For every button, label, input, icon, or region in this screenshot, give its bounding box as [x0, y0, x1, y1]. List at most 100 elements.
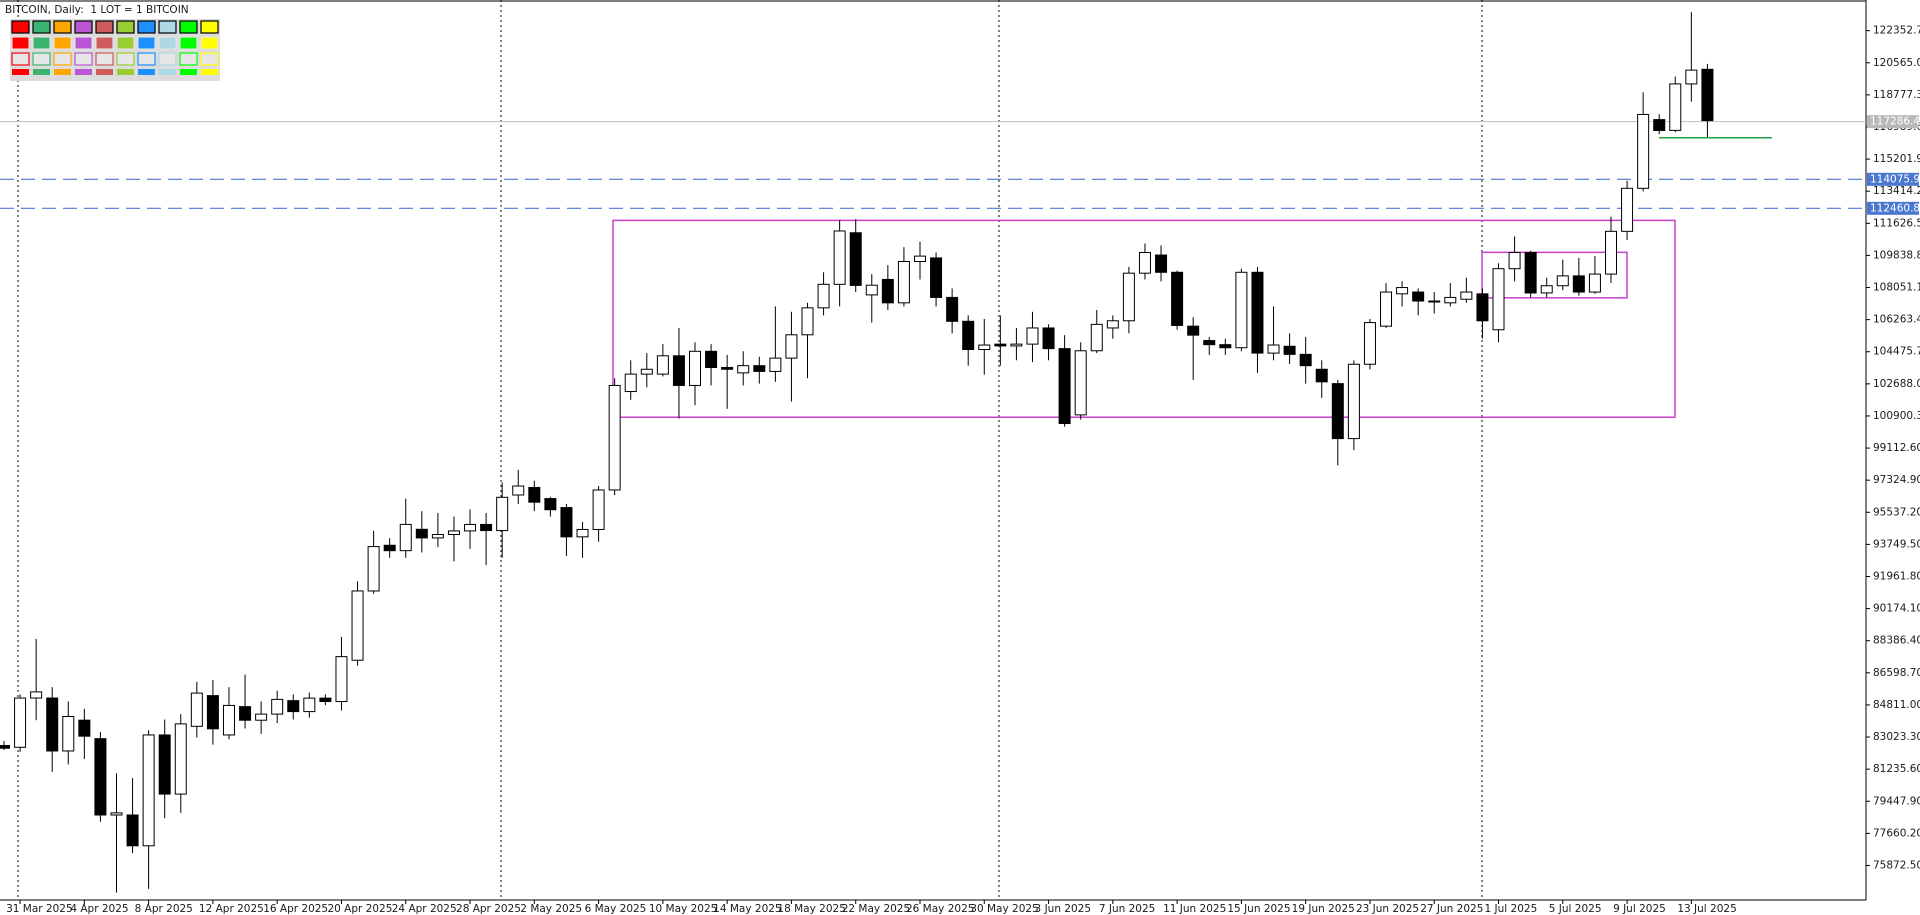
palette-swatch	[95, 52, 114, 66]
candle-body	[608, 384, 621, 491]
palette-swatch	[137, 52, 156, 66]
candle-body	[1508, 252, 1521, 270]
candle-body	[30, 691, 43, 699]
candle-body	[1187, 325, 1200, 336]
palette-swatch	[74, 36, 93, 50]
candle-body	[1203, 340, 1216, 346]
candle-body	[801, 307, 814, 336]
y-tick-label: 115201.90	[1873, 153, 1920, 165]
palette-swatch	[53, 20, 72, 34]
candle-body	[62, 715, 75, 752]
x-tick-label: 15 Jun 2025	[1227, 903, 1290, 915]
candle-body	[1074, 350, 1087, 416]
candle-body	[480, 523, 493, 532]
x-tick-label: 28 Apr 2025	[456, 903, 521, 915]
candle-body	[1331, 383, 1344, 440]
candle-body	[994, 343, 1007, 347]
candle-body	[126, 814, 139, 847]
chart-title: BITCOIN, Daily: 1 LOT = 1 BITCOIN	[5, 4, 189, 16]
candle-body	[431, 534, 444, 539]
level-label: 112460.81	[1870, 202, 1920, 214]
candle-body	[785, 334, 798, 359]
palette-swatch	[53, 36, 72, 50]
current-price-label-bg	[1867, 115, 1919, 129]
candle-body	[1042, 327, 1055, 350]
x-tick-label: 24 Apr 2025	[392, 903, 457, 915]
x-tick-label: 31 Mar 2025	[6, 903, 73, 915]
candle-body	[1315, 368, 1328, 383]
candle-body	[1556, 275, 1569, 287]
x-tick-label: 20 Apr 2025	[327, 903, 392, 915]
y-tick-label: 109838.80	[1873, 249, 1920, 261]
candle-body	[174, 723, 187, 795]
candle-body	[1428, 300, 1441, 303]
y-tick-label: 108051.10	[1873, 282, 1920, 294]
palette-swatch	[116, 36, 135, 50]
palette-swatch	[158, 36, 177, 50]
y-tick-label: 95537.20	[1873, 506, 1920, 518]
x-tick-label: 14 May 2025	[713, 903, 781, 915]
palette-swatch	[96, 69, 113, 75]
candle-body	[1621, 187, 1634, 232]
level-label-bg	[1867, 172, 1919, 186]
y-tick-label: 111626.50	[1873, 217, 1920, 229]
candle-body	[287, 700, 300, 713]
candle-body	[833, 230, 846, 285]
candle-body	[447, 530, 460, 536]
palette-swatch	[53, 52, 72, 66]
candle-body	[849, 232, 862, 286]
y-tick-label: 100900.30	[1873, 410, 1920, 422]
x-tick-label: 18 May 2025	[777, 903, 845, 915]
candle-body	[415, 528, 428, 539]
candle-body	[1106, 320, 1119, 329]
y-tick-label: 118777.30	[1873, 89, 1920, 101]
y-tick-label: 88386.40	[1873, 635, 1920, 647]
y-tick-label: 81235.60	[1873, 763, 1920, 775]
palette-swatch	[12, 69, 29, 75]
palette-swatch	[32, 20, 51, 34]
candle-body	[1396, 287, 1409, 295]
palette-swatch	[179, 36, 198, 50]
y-tick-label: 113414.20	[1873, 185, 1920, 197]
candle-body	[1572, 275, 1585, 293]
candle-body	[528, 486, 541, 503]
candle-body	[1588, 273, 1601, 293]
candle-body	[158, 734, 171, 795]
candle-body	[1444, 296, 1457, 304]
candle-body	[110, 812, 123, 816]
candle-body	[1235, 271, 1248, 349]
palette-swatch	[200, 36, 219, 50]
palette-swatch	[158, 52, 177, 66]
candle-body	[399, 523, 412, 552]
candle-body	[1701, 68, 1714, 122]
y-tick-label: 97324.90	[1873, 474, 1920, 486]
candle-body	[560, 507, 573, 538]
x-tick-label: 3 Jun 2025	[1035, 903, 1091, 915]
x-tick-label: 16 Apr 2025	[263, 903, 328, 915]
palette-swatch	[74, 20, 93, 34]
candle-body	[705, 350, 718, 368]
x-tick-label: 5 Jul 2025	[1549, 903, 1602, 915]
candle-body	[1669, 83, 1682, 131]
candle-body	[271, 698, 284, 715]
candle-body	[142, 734, 155, 847]
candle-body	[1090, 323, 1103, 352]
candle-body	[367, 546, 380, 592]
y-tick-label: 79447.90	[1873, 795, 1920, 807]
candle-body	[1685, 69, 1698, 85]
palette-swatch	[116, 52, 135, 66]
palette-swatch	[33, 69, 50, 75]
palette-swatch	[32, 52, 51, 66]
palette-swatch	[54, 69, 71, 75]
y-tick-label: 90174.10	[1873, 603, 1920, 615]
x-tick-label: 1 Jul 2025	[1485, 903, 1538, 915]
candle-body	[190, 692, 203, 727]
palette-swatch	[137, 20, 156, 34]
candle-body	[656, 355, 669, 375]
palette-swatch	[158, 20, 177, 34]
palette-swatch	[200, 52, 219, 66]
candle-body	[383, 544, 396, 552]
candle-body	[1412, 291, 1425, 302]
x-tick-label: 30 May 2025	[970, 903, 1038, 915]
